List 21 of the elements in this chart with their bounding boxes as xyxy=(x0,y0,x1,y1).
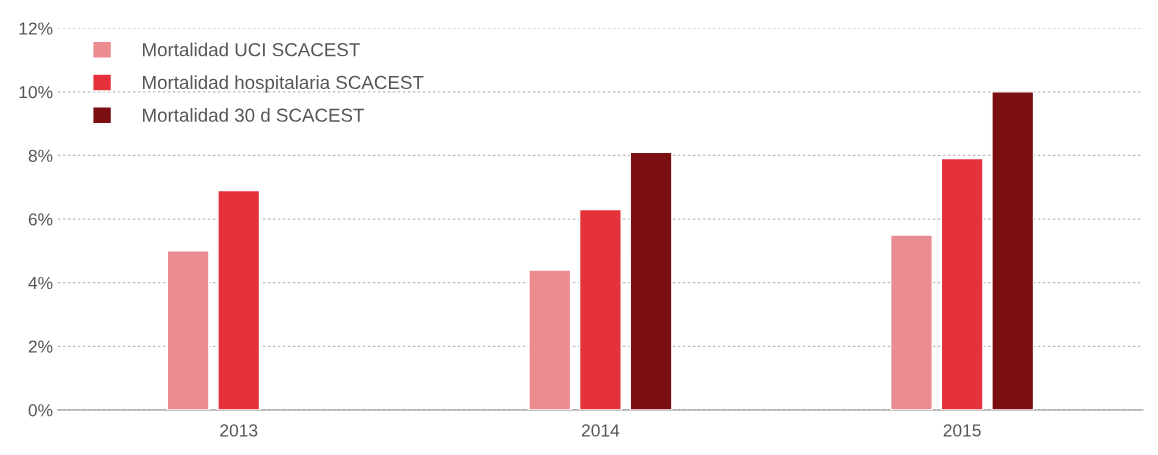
x-tick-label: 2013 xyxy=(220,424,258,437)
legend-label: Mortalidad 30 d SCACEST xyxy=(143,108,365,122)
bar xyxy=(940,157,984,410)
bar xyxy=(578,208,622,410)
legend-label: Mortalidad UCI SCACEST xyxy=(143,42,360,57)
bar xyxy=(528,269,572,410)
legend-label: Mortalidad hospitalaria SCACEST xyxy=(143,75,424,93)
y-tick-label: 4% xyxy=(28,276,53,290)
bar xyxy=(166,250,210,410)
bar xyxy=(991,91,1035,410)
y-tick-label: 8% xyxy=(28,149,53,162)
y-tick-label: 10% xyxy=(19,86,53,99)
y-tick-label: 12% xyxy=(19,22,53,35)
bar xyxy=(629,151,673,410)
y-tick-label: 2% xyxy=(28,340,53,353)
x-tick-label: 2014 xyxy=(581,424,620,437)
bar xyxy=(889,234,933,410)
y-tick-label: 6% xyxy=(28,213,53,226)
y-tick-label: 0% xyxy=(28,404,53,417)
bar xyxy=(217,189,261,410)
x-tick-label: 2015 xyxy=(943,424,981,437)
